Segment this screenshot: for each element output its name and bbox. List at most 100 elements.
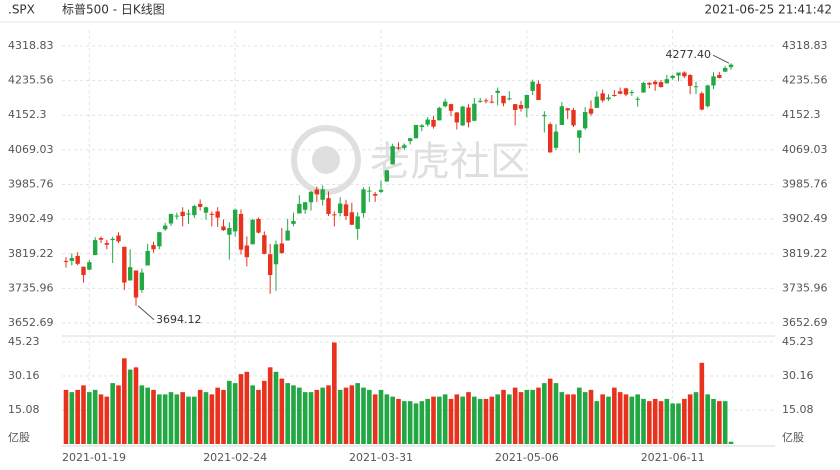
candle-body bbox=[606, 97, 611, 100]
volume-bar bbox=[647, 401, 652, 444]
candle-body bbox=[215, 211, 220, 218]
annotation-label: 3694.12 bbox=[156, 313, 202, 326]
candle-body bbox=[151, 245, 156, 250]
volume-bar bbox=[349, 385, 355, 444]
candle-body bbox=[63, 260, 69, 262]
volume-bar bbox=[431, 396, 436, 444]
volume-bar bbox=[507, 394, 512, 444]
candle-body bbox=[507, 98, 512, 100]
candle-body bbox=[81, 266, 86, 276]
chart-title: 标普500 - 日K线图 bbox=[62, 3, 165, 17]
volume-bar bbox=[547, 378, 553, 444]
candle-body bbox=[262, 235, 267, 254]
watermark-logo bbox=[291, 125, 361, 195]
candle-body bbox=[69, 258, 75, 261]
volume-bar bbox=[711, 398, 716, 444]
y-tick-label-right: 4152.3 bbox=[782, 108, 821, 121]
candle-body bbox=[687, 75, 693, 86]
volume-bar bbox=[390, 396, 395, 444]
candle-body bbox=[127, 267, 133, 281]
volume-bar bbox=[232, 383, 238, 444]
volume-tick-label: 30.16 bbox=[8, 369, 40, 382]
candle-body bbox=[75, 255, 80, 264]
volume-bar bbox=[617, 392, 623, 444]
volume-bar bbox=[483, 398, 489, 444]
y-tick-label: 3735.96 bbox=[8, 281, 54, 294]
candle-body bbox=[652, 81, 658, 85]
y-tick-label: 3985.76 bbox=[8, 178, 54, 191]
candle-body bbox=[116, 235, 121, 242]
candle-body bbox=[670, 75, 675, 78]
volume-bar bbox=[355, 383, 360, 444]
volume-bar bbox=[367, 389, 372, 444]
candle-body bbox=[133, 270, 139, 298]
candle-body bbox=[658, 82, 664, 88]
volume-bar bbox=[174, 394, 180, 444]
candle-body bbox=[361, 189, 366, 214]
y-tick-label-right: 3652.69 bbox=[782, 316, 828, 329]
watermark: 老虎社区 bbox=[291, 125, 530, 195]
candle-body bbox=[332, 214, 337, 216]
annotation-label: 4277.40 bbox=[666, 48, 712, 61]
candle-body bbox=[267, 254, 273, 276]
volume-bar bbox=[466, 392, 471, 444]
volume-bar bbox=[682, 398, 687, 444]
volume-bar bbox=[489, 396, 495, 444]
candle-body bbox=[582, 112, 588, 129]
candle-body bbox=[460, 106, 465, 126]
candle-body bbox=[139, 272, 145, 291]
candle-body bbox=[349, 212, 355, 225]
candle-body bbox=[682, 72, 687, 77]
volume-bar bbox=[565, 394, 570, 444]
volume-bar bbox=[512, 387, 518, 444]
candle-body bbox=[314, 189, 320, 195]
volume-tick-label: 15.08 bbox=[8, 403, 40, 416]
x-tick-label: 2021-01-19 bbox=[62, 451, 126, 464]
candle-body bbox=[302, 202, 308, 210]
candle-body bbox=[647, 82, 652, 85]
volume-bar bbox=[197, 389, 203, 444]
volume-bar bbox=[687, 394, 693, 444]
volume-bar bbox=[192, 396, 197, 444]
volume-bar bbox=[413, 403, 419, 444]
candle-body bbox=[454, 112, 460, 123]
volume-bar bbox=[139, 385, 145, 444]
candle-body bbox=[203, 207, 209, 213]
volume-bar bbox=[501, 389, 506, 444]
volume-bar bbox=[472, 396, 477, 444]
y-tick-label: 3902.49 bbox=[8, 212, 54, 225]
candle-body bbox=[717, 75, 722, 78]
y-tick-label: 3652.69 bbox=[8, 316, 54, 329]
volume-bar bbox=[250, 385, 255, 444]
candle-body bbox=[565, 108, 570, 111]
candle-body bbox=[617, 91, 623, 94]
candle-body bbox=[594, 96, 600, 108]
volume-bar bbox=[273, 371, 279, 444]
candle-body bbox=[367, 190, 372, 192]
candle-body bbox=[477, 100, 483, 102]
candle-body bbox=[256, 218, 261, 233]
volume-bar bbox=[162, 394, 168, 444]
y-tick-label: 4069.03 bbox=[8, 143, 54, 156]
volume-bar bbox=[402, 401, 407, 444]
candle-body bbox=[518, 104, 524, 109]
candle-body bbox=[425, 119, 430, 125]
candle-body bbox=[250, 219, 255, 245]
symbol: .SPX bbox=[8, 3, 35, 17]
volume-bar bbox=[302, 392, 308, 444]
volume-bar bbox=[536, 387, 541, 444]
volume-bar bbox=[699, 362, 705, 444]
candle-body bbox=[197, 203, 203, 207]
timestamp: 2021-06-25 21:41:42 bbox=[705, 3, 832, 17]
y-tick-label-right: 4235.56 bbox=[782, 74, 828, 87]
candle-body bbox=[512, 104, 518, 110]
volume-bar bbox=[442, 394, 448, 444]
volume-bar bbox=[81, 385, 86, 444]
candle-body bbox=[588, 108, 594, 114]
volume-bar bbox=[553, 383, 559, 444]
annotation-line bbox=[712, 54, 730, 64]
volume-bar bbox=[180, 392, 185, 444]
candle-body bbox=[285, 230, 290, 241]
volume-bar bbox=[291, 385, 296, 444]
volume-bar bbox=[256, 389, 261, 444]
